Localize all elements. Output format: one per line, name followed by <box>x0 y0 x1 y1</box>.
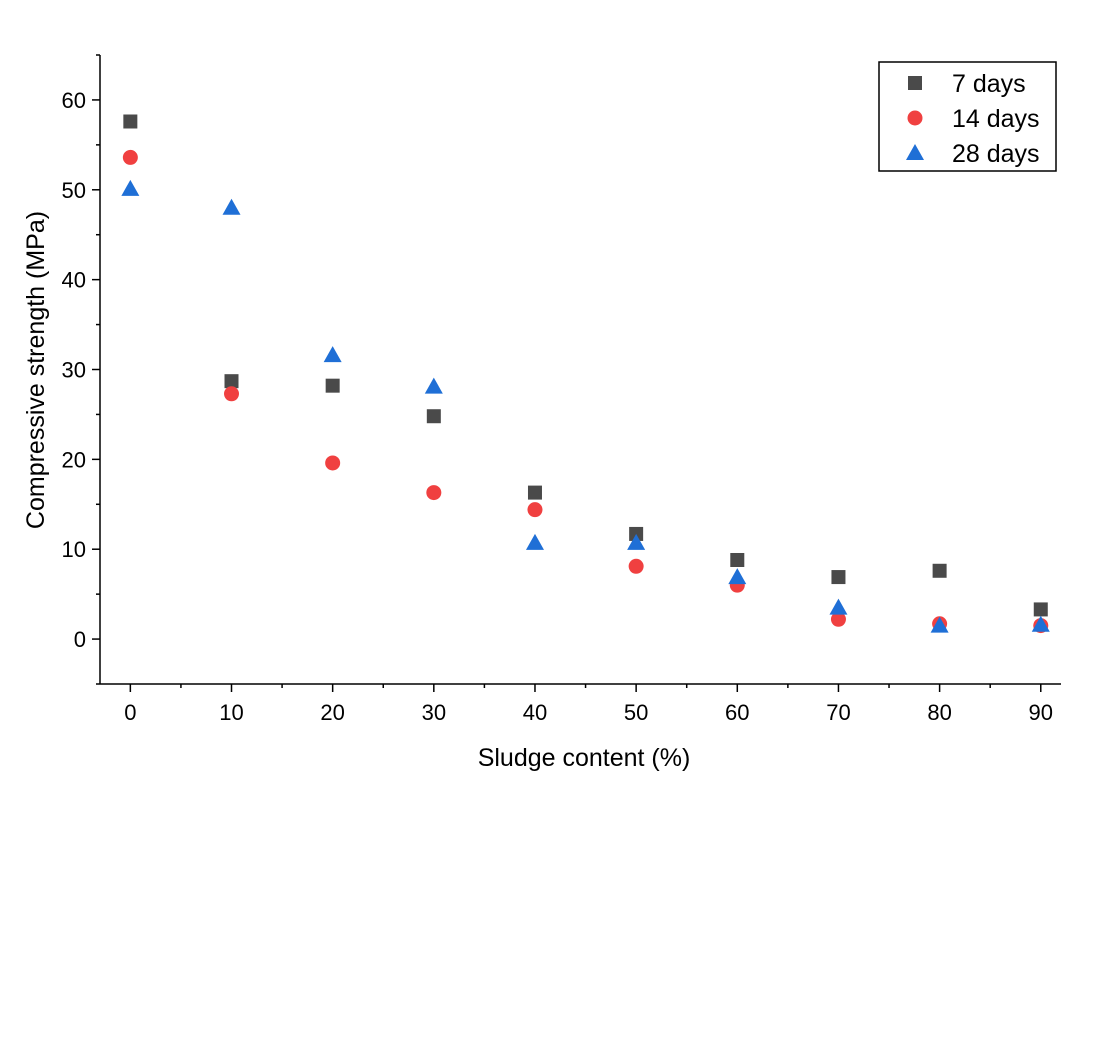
data-point-14-days <box>527 502 543 518</box>
data-point-7-days <box>426 409 441 424</box>
data-point-7-days <box>932 563 947 578</box>
legend-marker <box>906 144 924 160</box>
data-point-28-days <box>525 533 544 550</box>
data-point-28-days <box>323 346 342 363</box>
data-point-28-days <box>1031 615 1050 632</box>
data-point-28-days <box>424 377 443 394</box>
data-point-14-days <box>426 485 442 501</box>
legend-label: 28 days <box>952 140 1040 168</box>
data-point-28-days <box>121 179 140 196</box>
data-point-7-days <box>224 374 239 389</box>
data-point-14-days <box>325 455 341 471</box>
x-tick-label: 30 <box>422 700 446 725</box>
x-tick-label: 90 <box>1029 700 1053 725</box>
data-point-28-days <box>829 598 848 615</box>
data-point-7-days <box>325 378 340 393</box>
legend-marker <box>908 76 922 90</box>
y-tick-label: 60 <box>62 88 86 113</box>
legend-label: 7 days <box>952 70 1026 98</box>
data-point-7-days <box>831 570 846 585</box>
x-tick-label: 40 <box>523 700 547 725</box>
data-point-14-days <box>122 149 138 165</box>
y-tick-label: 0 <box>74 627 86 652</box>
x-tick-label: 0 <box>124 700 136 725</box>
x-tick-label: 10 <box>219 700 243 725</box>
data-point-7-days <box>527 485 542 500</box>
data-point-28-days <box>222 198 241 215</box>
y-tick-label: 50 <box>62 178 86 203</box>
data-point-7-days <box>730 552 745 567</box>
x-axis-label: Sludge content (%) <box>478 744 691 772</box>
legend-marker <box>907 110 923 126</box>
y-axis-label: Compressive strength (MPa) <box>22 211 50 529</box>
data-point-14-days <box>830 611 846 627</box>
x-tick-label: 70 <box>826 700 850 725</box>
data-point-28-days <box>930 616 949 633</box>
y-tick-label: 20 <box>62 447 86 472</box>
y-tick-label: 40 <box>62 268 86 293</box>
x-tick-label: 80 <box>927 700 951 725</box>
legend-label: 14 days <box>952 105 1040 133</box>
y-tick-label: 10 <box>62 537 86 562</box>
x-tick-label: 50 <box>624 700 648 725</box>
legend: 7 days 14 days 28 days <box>878 61 1057 172</box>
x-tick-label: 20 <box>320 700 344 725</box>
data-point-7-days <box>123 114 138 129</box>
data-point-14-days <box>224 386 240 402</box>
x-tick-label: 60 <box>725 700 749 725</box>
data-point-28-days <box>728 568 747 585</box>
data-point-28-days <box>627 533 646 550</box>
data-point-7-days <box>1033 602 1048 617</box>
data-point-14-days <box>628 558 644 574</box>
y-tick-label: 30 <box>62 358 86 383</box>
